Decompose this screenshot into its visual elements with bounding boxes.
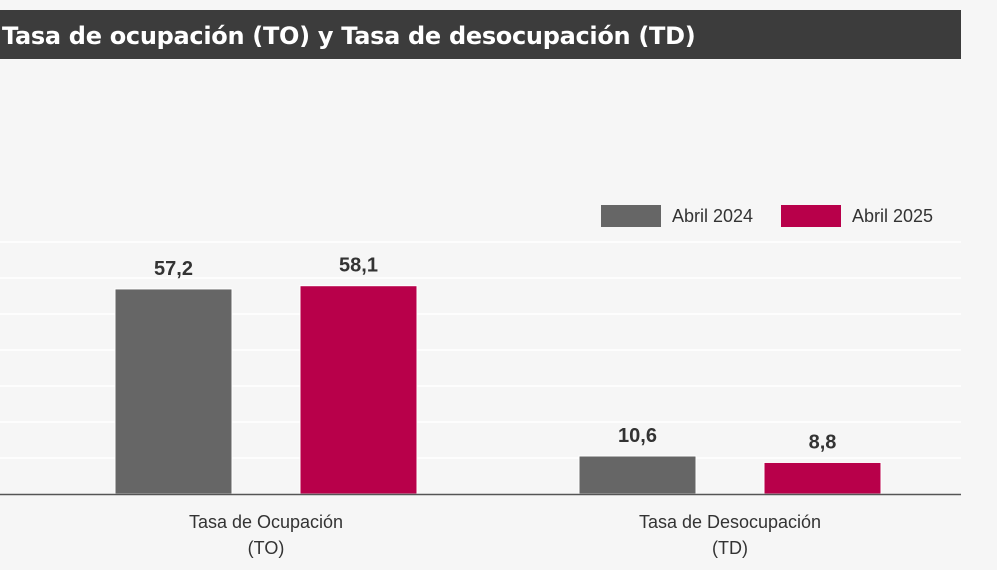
data-label: 57,2 xyxy=(154,258,193,280)
x-tick-label: (TD) xyxy=(712,538,748,558)
bar-2025-1 xyxy=(763,461,882,495)
x-tick-label: Tasa de Ocupación xyxy=(189,512,343,532)
page-title: Tasa de ocupación (TO) y Tasa de desocup… xyxy=(2,22,696,50)
x-tick-label: (TO) xyxy=(248,538,285,558)
bar-2025-0 xyxy=(299,285,418,495)
bar-2024-0 xyxy=(114,288,233,495)
title-bar: Tasa de ocupación (TO) y Tasa de desocup… xyxy=(0,10,961,59)
data-label: 10,6 xyxy=(618,425,657,447)
data-label: 8,8 xyxy=(809,431,837,453)
x-tick-label: Tasa de Desocupación xyxy=(639,512,821,532)
legend-label-2025: Abril 2025 xyxy=(852,206,933,226)
legend-label-2024: Abril 2024 xyxy=(672,206,753,226)
bar-2024-1 xyxy=(578,455,697,495)
legend-swatch-2024 xyxy=(601,205,661,227)
legend-swatch-2025 xyxy=(781,205,841,227)
data-label: 58,1 xyxy=(339,255,378,277)
